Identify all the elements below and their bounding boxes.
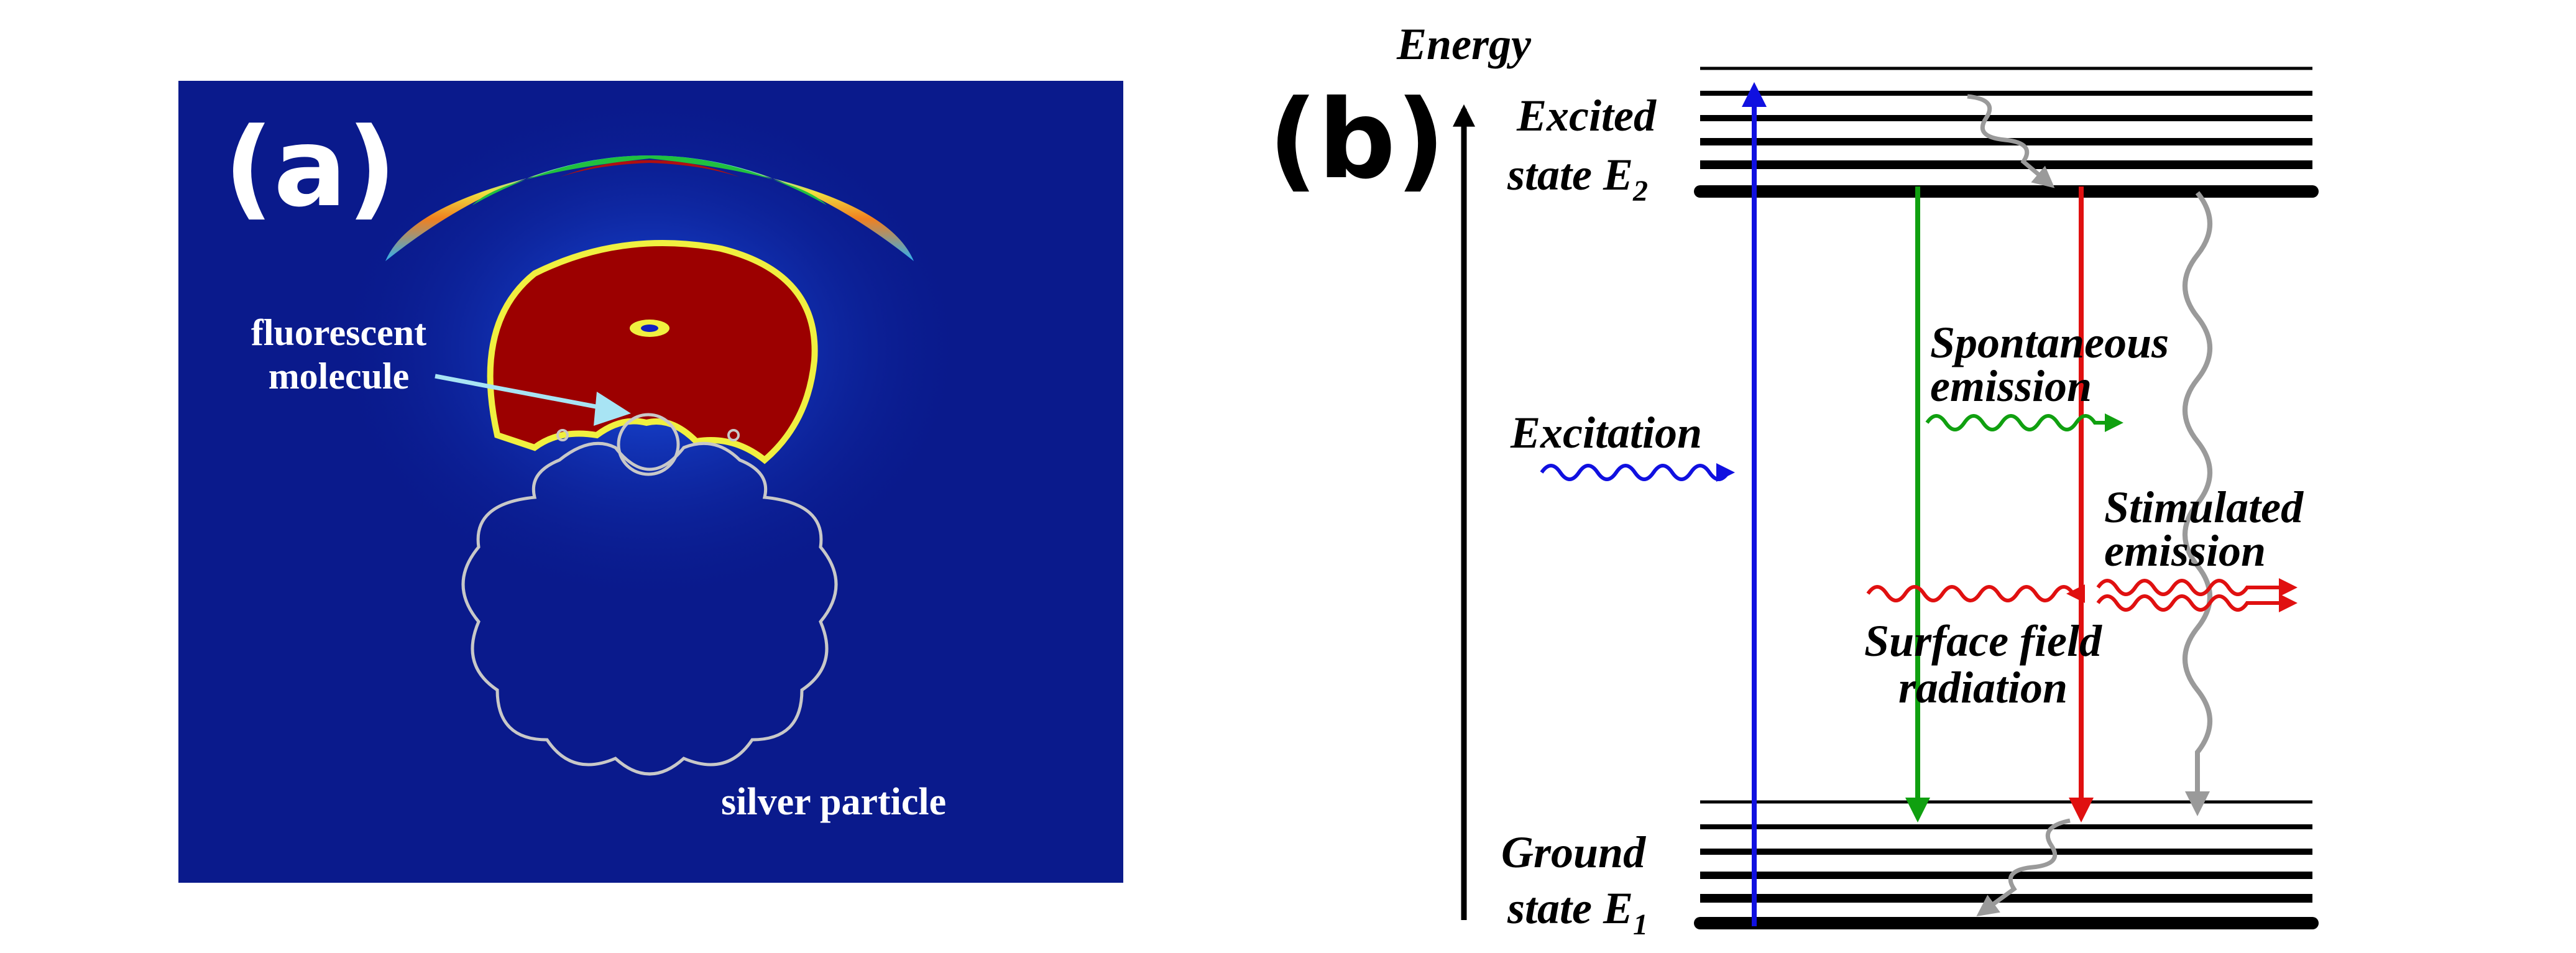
excited-relaxation-squiggle: [1967, 94, 2055, 188]
excitation-label: Excitation: [1510, 408, 1702, 458]
stimulated-photon-1: [2096, 578, 2298, 597]
panel-a: (a) fluorescent molecule silver particle: [178, 81, 1123, 883]
molecule-contact-right: [727, 429, 740, 441]
spontaneous-photon: [1925, 413, 2123, 432]
molecule-pointer-head: [594, 392, 631, 426]
spontaneous-label-line1: Spontaneous: [1930, 318, 2169, 367]
excited-levels: [1694, 67, 2319, 198]
field-node-inner: [641, 325, 658, 332]
molecule-label-line2: molecule: [269, 356, 410, 397]
nonradiative-decay-arrow: [2183, 191, 2212, 816]
fluorescent-molecule: [617, 413, 680, 476]
outer-field-lobe-hot: [559, 160, 740, 177]
outer-field-lobe: [385, 155, 914, 261]
spontaneous-label-line2: emission: [1930, 361, 2092, 411]
ground-label-line1: Ground: [1501, 827, 1646, 877]
molecule-contact-left: [556, 429, 569, 441]
surface-photon: [1866, 584, 2085, 603]
molecule-label-line1: fluorescent: [251, 312, 426, 353]
panel-b: (b) Energy Excited state E2 Ground state…: [1268, 19, 2319, 941]
surface-label-line1: Surface field: [1864, 616, 2102, 666]
energy-axis-label: Energy: [1396, 19, 1532, 69]
excitation-photon: [1540, 463, 1735, 482]
stimulated-label-line2: emission: [2104, 526, 2266, 576]
stimulated-label-line1: Stimulated: [2104, 482, 2304, 532]
surface-label-line2: radiation: [1898, 663, 2068, 712]
particle-label: silver particle: [721, 781, 946, 823]
ground-label-line2: state E1: [1507, 883, 1648, 941]
excited-label-line1: Excited: [1516, 91, 1657, 140]
excited-label-line2: state E2: [1507, 150, 1648, 208]
outer-field-lobe-core: [472, 155, 827, 205]
molecule-pointer-arrow: [435, 374, 616, 413]
ground-relaxation-squiggle: [1976, 818, 2071, 917]
panel-b-label: (b): [1268, 77, 1445, 203]
silver-particle-outline: [461, 441, 838, 776]
panel-a-label: (a): [224, 105, 397, 231]
stimulated-photon-2: [2096, 594, 2298, 612]
ground-levels: [1694, 800, 2319, 929]
